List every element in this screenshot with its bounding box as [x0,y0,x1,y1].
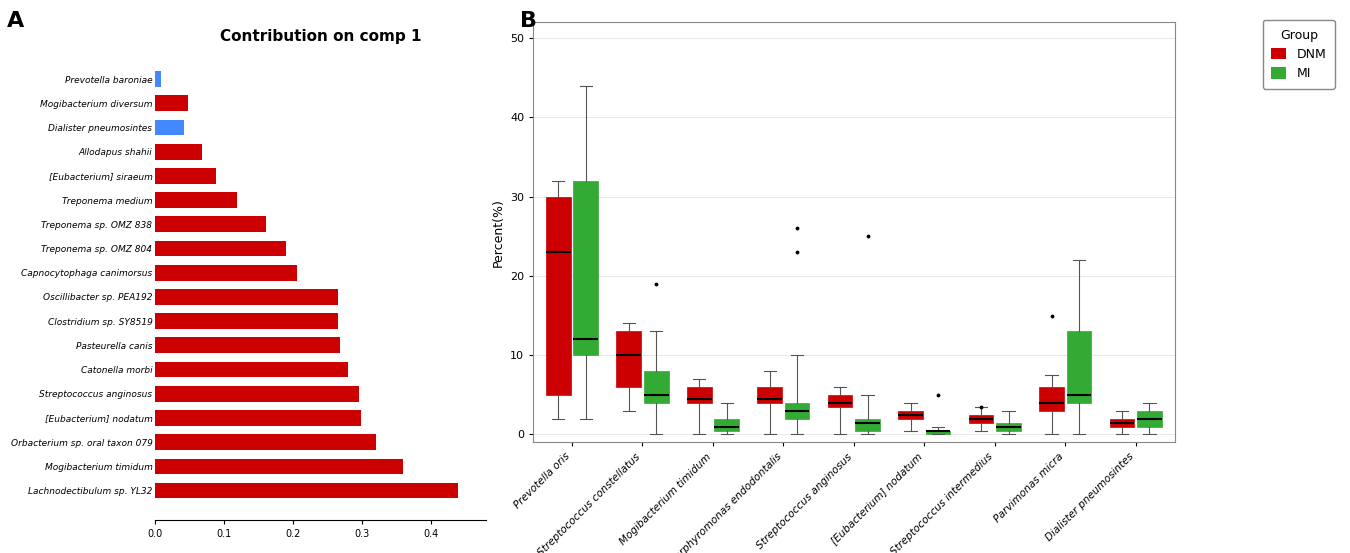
PathPatch shape [1040,387,1064,411]
Bar [155,434,375,450]
Legend: DNM, MI: DNM, MI [1262,20,1335,89]
Text: A: A [7,11,24,31]
PathPatch shape [644,371,668,403]
Text: B: B [520,11,537,31]
PathPatch shape [617,331,641,387]
PathPatch shape [1110,419,1134,426]
Bar [155,168,216,184]
PathPatch shape [969,415,994,422]
PathPatch shape [714,419,738,430]
Bar [155,337,340,353]
Bar [155,71,161,87]
PathPatch shape [784,403,810,419]
Bar [155,144,202,159]
Bar [155,192,236,208]
Bar [155,119,184,135]
PathPatch shape [1137,411,1162,426]
Y-axis label: Percent(%): Percent(%) [491,198,505,267]
Bar [155,458,404,474]
Bar [155,95,188,111]
PathPatch shape [996,422,1021,430]
Title: Contribution on comp 1: Contribution on comp 1 [220,29,421,44]
Bar [155,265,297,280]
PathPatch shape [828,395,852,406]
Bar [155,241,286,257]
Legend: DNM, MI: DNM, MI [633,212,686,263]
PathPatch shape [545,196,571,395]
PathPatch shape [898,411,923,419]
PathPatch shape [757,387,782,403]
PathPatch shape [926,430,950,435]
Bar [155,362,348,377]
PathPatch shape [687,387,711,403]
Bar [155,386,359,401]
Bar [155,216,266,232]
PathPatch shape [574,181,598,355]
Bar [155,483,459,498]
Bar [155,410,360,426]
PathPatch shape [1066,331,1091,403]
Bar [155,289,338,305]
Bar [155,313,338,329]
PathPatch shape [856,419,880,430]
